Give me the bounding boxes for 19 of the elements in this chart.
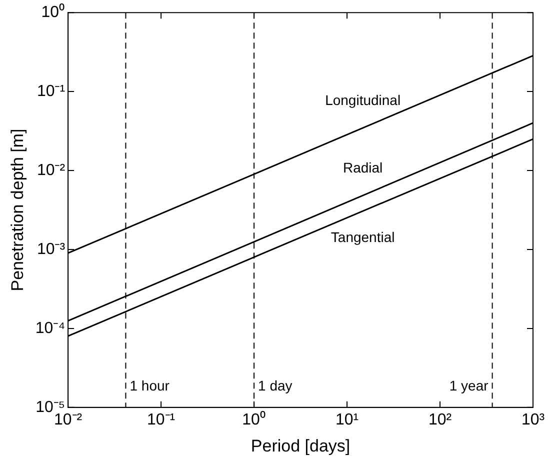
x-tick-label: 10¹ bbox=[335, 411, 359, 428]
x-tick-label: 10⁻² bbox=[54, 411, 83, 428]
y-axis-title: Penetration depth [m] bbox=[8, 128, 27, 292]
series-label: Radial bbox=[342, 159, 383, 176]
x-tick-label: 10⁻¹ bbox=[146, 411, 176, 428]
x-tick-label: 10⁰ bbox=[242, 410, 266, 428]
ref-line-label: 1 hour bbox=[130, 377, 170, 394]
x-tick-label: 10³ bbox=[521, 411, 546, 428]
x-axis-title: Period [days] bbox=[250, 436, 350, 456]
y-tick-label: 10⁻¹ bbox=[36, 82, 66, 100]
x-tick-label: 10² bbox=[428, 411, 452, 428]
y-tick-label: 10⁰ bbox=[41, 3, 66, 22]
y-tick-label: 10⁻³ bbox=[36, 240, 66, 258]
y-tick-label: 10⁻⁴ bbox=[35, 320, 66, 337]
ref-line-label: 1 day bbox=[258, 377, 292, 394]
series-label: Longitudinal bbox=[325, 92, 401, 108]
series-label: Tangential bbox=[330, 228, 395, 245]
y-tick-label: 10⁻² bbox=[36, 162, 66, 179]
ref-line-label: 1 year bbox=[449, 377, 489, 394]
